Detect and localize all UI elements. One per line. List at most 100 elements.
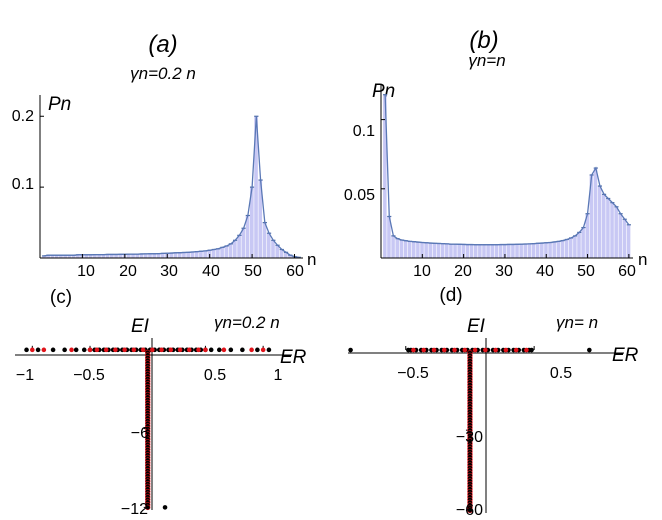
histogram-bar	[602, 194, 606, 258]
eigenvalue-point	[483, 347, 488, 353]
eigenvalue-point	[228, 347, 234, 353]
eigenvalue-point	[94, 347, 100, 353]
panel-c-xtick-label: −0.5	[73, 367, 105, 384]
eigenvalue-point	[513, 347, 519, 353]
panel-b-xtick-label: 40	[536, 263, 554, 280]
eigenvalue-point	[467, 508, 473, 513]
histogram-bar	[416, 242, 420, 258]
eigenvalue-point	[493, 347, 498, 353]
histogram-bar	[271, 240, 275, 258]
panel-c-annotation: γn=0.2 n	[214, 313, 280, 332]
histogram-bar	[169, 253, 174, 258]
histogram-bar	[469, 244, 474, 258]
eigenvalue-point	[168, 347, 174, 353]
panel-c-ytick-label: −6	[131, 425, 149, 442]
histogram-bar	[622, 219, 627, 258]
histogram-bar	[507, 244, 511, 258]
eigenvalue-point	[208, 347, 214, 353]
panel-a-label: (a)	[148, 31, 177, 58]
panel-b-envelope	[384, 94, 630, 246]
panel-c-y-label: EI	[131, 316, 150, 337]
panel-c-xtick-label: 0.5	[204, 367, 226, 384]
eigenvalue-point	[221, 347, 227, 353]
eigenvalue-point	[529, 347, 534, 353]
eigenvalue-point	[472, 347, 478, 353]
histogram-bar	[84, 254, 89, 258]
histogram-bar	[519, 244, 523, 258]
eigenvalue-point	[87, 347, 93, 353]
histogram-bar	[194, 251, 199, 258]
eigenvalue-point	[103, 347, 109, 353]
eigenvalue-point	[30, 347, 35, 353]
eigenvalue-point	[503, 347, 509, 353]
eigenvalue-point	[62, 347, 67, 353]
histogram-bar	[502, 244, 507, 258]
histogram-bar	[606, 198, 610, 258]
panel-a-xtick-label: 10	[77, 263, 95, 280]
histogram-bar	[535, 243, 540, 258]
histogram-bar	[411, 241, 416, 258]
panel-b-x-ticks	[421, 254, 630, 258]
eigenvalue-point	[240, 347, 245, 353]
histogram-bar	[67, 255, 72, 258]
histogram-bar	[182, 252, 186, 258]
eigenvalue-point	[462, 347, 468, 353]
histogram-bar	[449, 244, 453, 258]
panel-c-x-label: ER	[280, 347, 307, 368]
panel-a-xtick-label: 50	[244, 263, 262, 280]
histogram-bar	[233, 240, 237, 258]
eigenvalue-point	[50, 347, 56, 353]
histogram-bar	[249, 187, 254, 258]
histogram-bar	[279, 249, 284, 258]
histogram-bar	[618, 213, 623, 258]
histogram-bar	[88, 254, 93, 258]
histogram-bar	[482, 244, 486, 258]
histogram-bar	[498, 244, 503, 258]
histogram-bar	[93, 254, 97, 258]
histogram-bar	[453, 244, 457, 258]
panel-a-xtick-label: 40	[202, 263, 220, 280]
panel-a-xtick-label: 60	[286, 263, 304, 280]
histogram-bar	[585, 213, 590, 258]
panel-c-ytick-label: −12	[121, 501, 148, 518]
panel-b-y-ticks	[381, 119, 385, 190]
eigenvalue-point	[145, 505, 150, 510]
histogram-bar	[118, 254, 123, 258]
panel-b-ytick-label: 0.1	[353, 123, 375, 140]
histogram-bar	[486, 244, 490, 258]
histogram-bar	[258, 180, 263, 258]
histogram-bar	[515, 244, 519, 258]
histogram-bar	[428, 243, 433, 258]
panel-b-label: (b)	[469, 27, 498, 54]
histogram-bar	[211, 249, 216, 258]
panel-a-x-ticks	[81, 254, 296, 258]
histogram-bar	[473, 244, 478, 258]
histogram-bar	[432, 243, 437, 258]
eigenvalue-point	[216, 347, 222, 353]
histogram-bar	[407, 241, 412, 258]
panel-c-xtick-label: 1	[274, 367, 283, 384]
histogram-bar	[190, 251, 195, 258]
histogram-bar	[148, 253, 152, 258]
histogram-bar	[220, 247, 224, 258]
histogram-bar	[224, 245, 229, 258]
histogram-bar	[275, 245, 280, 258]
eigenvalue-point	[587, 347, 592, 353]
histogram-bar	[552, 241, 556, 258]
panel-a-ytick-label: 0.1	[12, 176, 34, 193]
panel-c-points	[24, 347, 272, 511]
histogram-bar	[186, 252, 190, 258]
histogram-bar	[59, 255, 63, 258]
histogram-bar	[391, 235, 395, 258]
histogram-bar	[436, 243, 441, 258]
eigenvalue-point	[113, 347, 118, 353]
histogram-bar	[568, 237, 573, 258]
panel-b-xtick-label: 30	[495, 263, 513, 280]
histogram-bar	[283, 252, 288, 258]
eigenvalue-point	[203, 347, 208, 353]
panel-a: (a) γn=0.2 n Pn 10 20 30 40 50 60 0.1 0.…	[12, 31, 317, 280]
histogram-bar	[564, 239, 569, 258]
histogram-bar	[383, 94, 387, 258]
histogram-bar	[109, 254, 114, 258]
